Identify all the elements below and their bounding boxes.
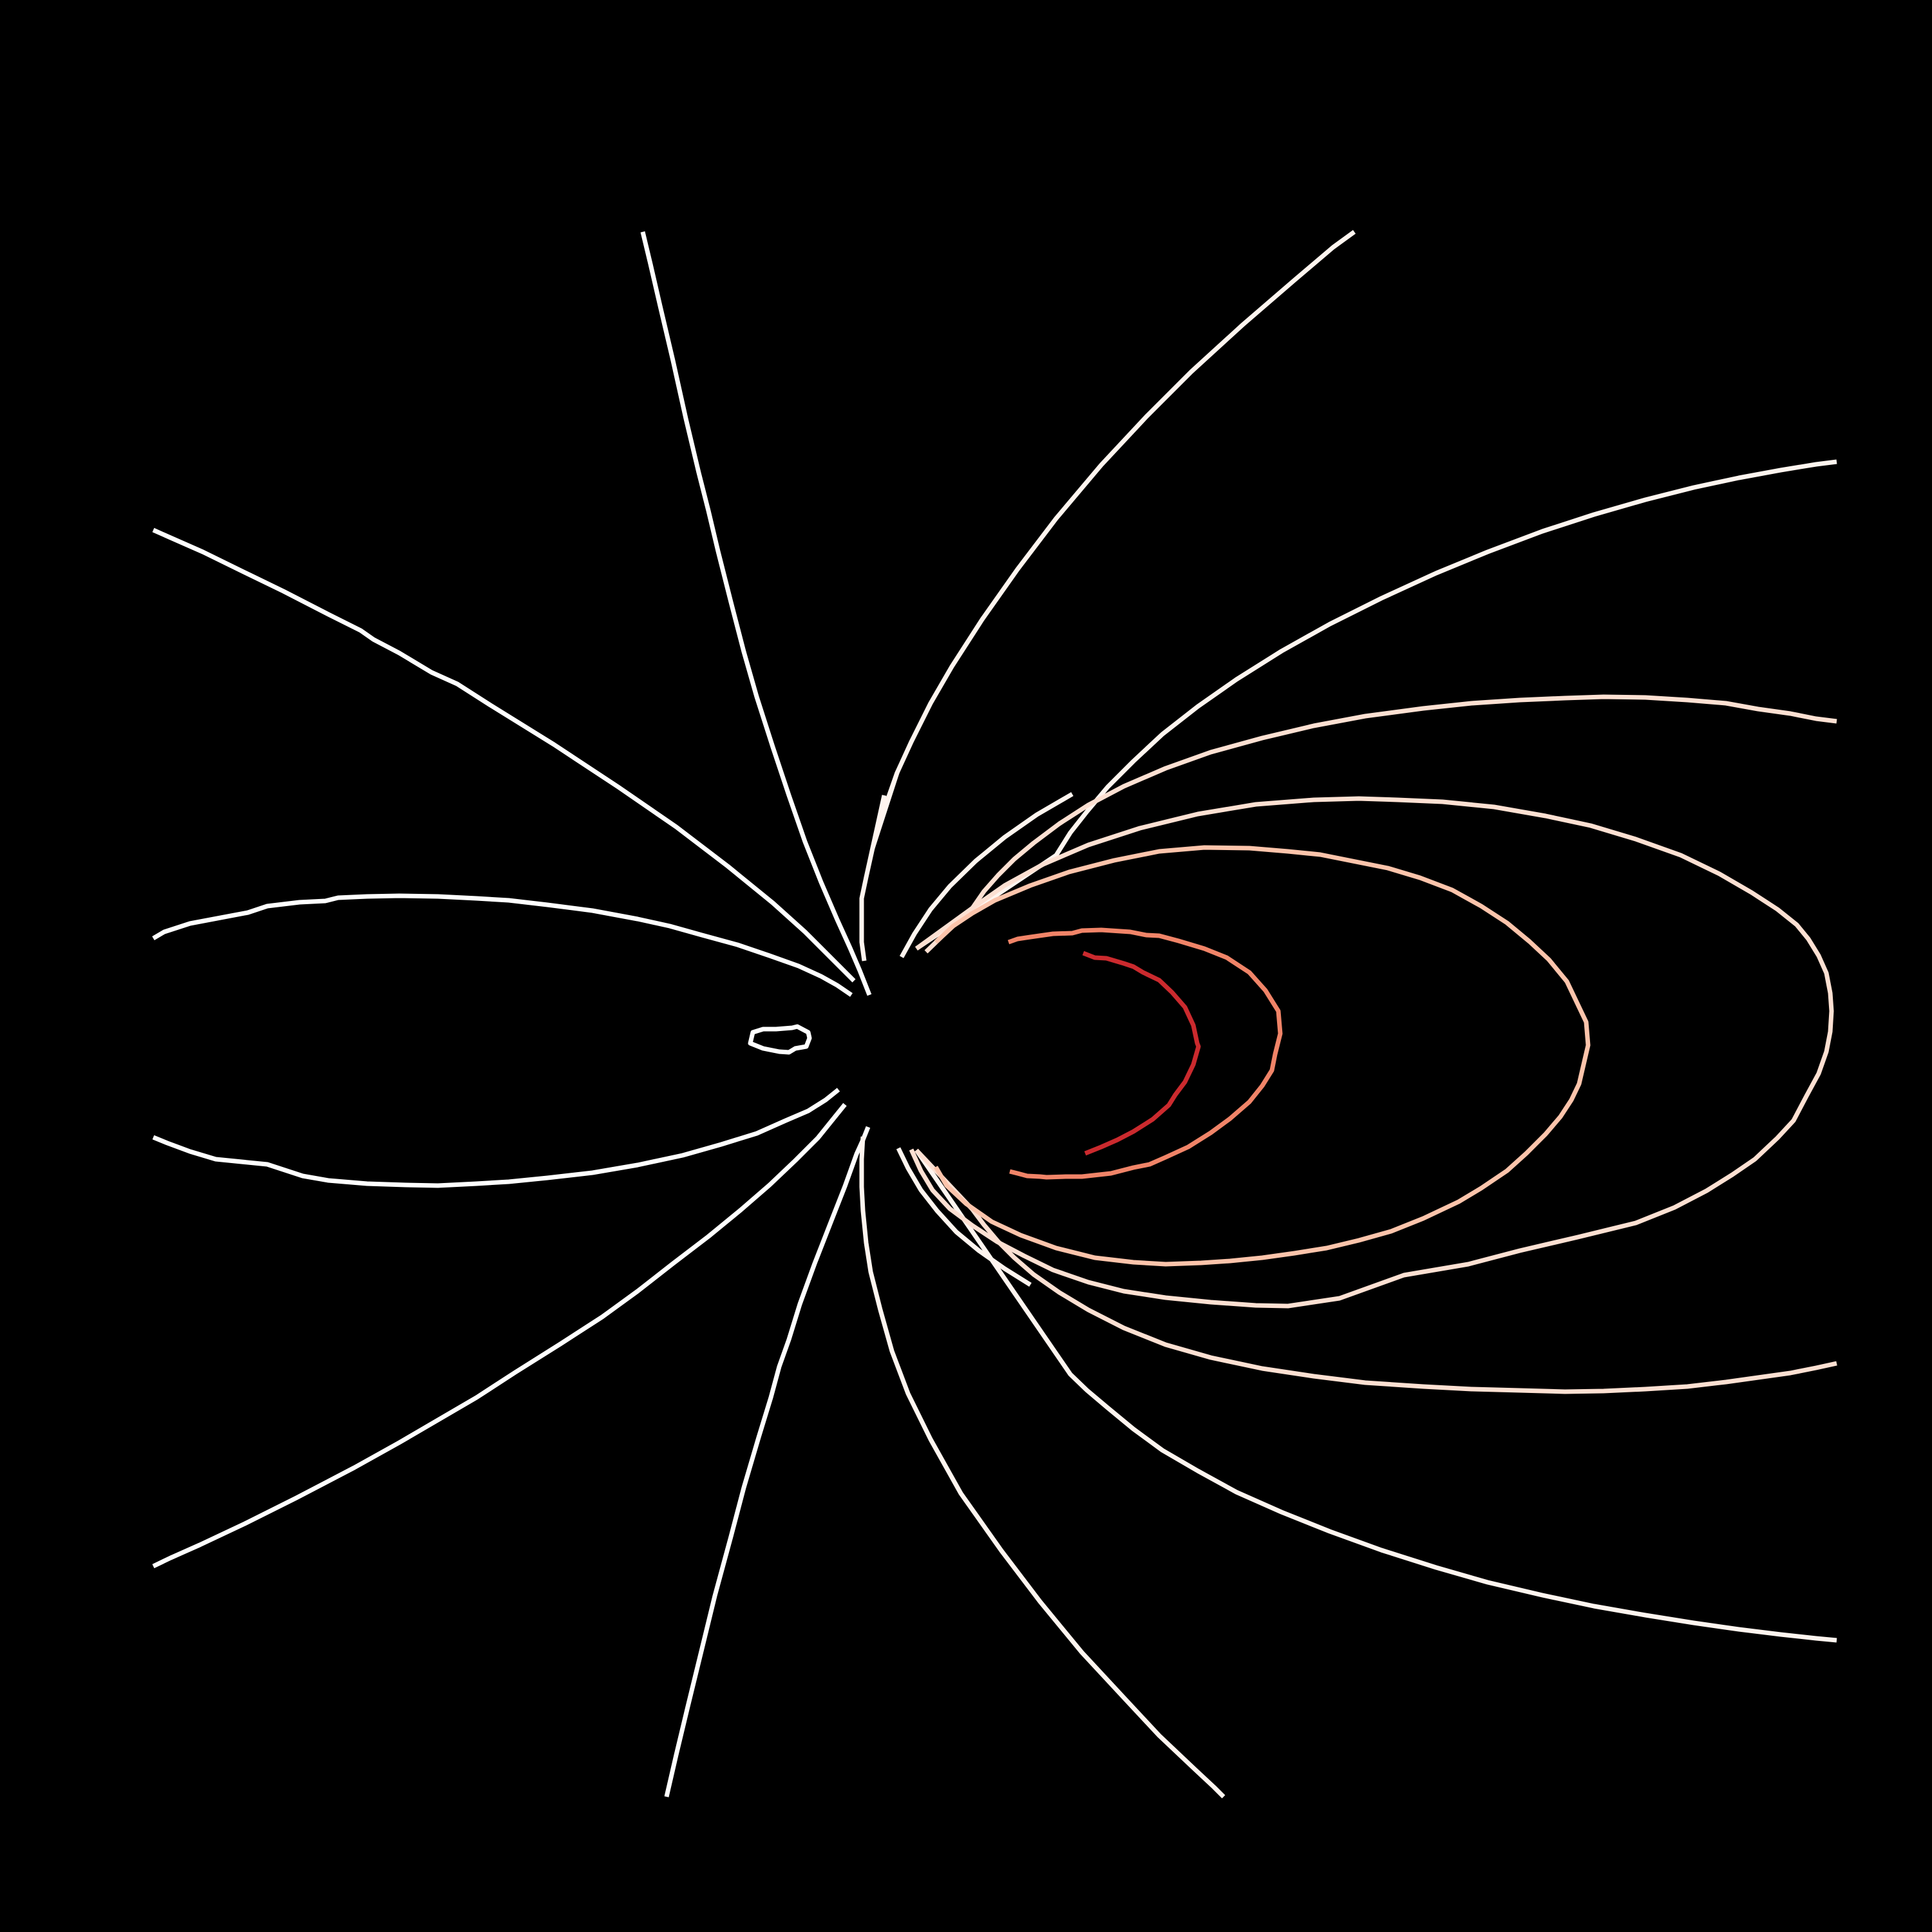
field-line-small-loop (748, 1024, 812, 1055)
field-line-left-lower (152, 1088, 840, 1188)
field-line-center-stub-b (896, 1147, 1032, 1287)
field-line-right-open-lower-2 (914, 1148, 1837, 1394)
field-line-right-open-upper-2 (914, 694, 1837, 951)
field-line-closed-loop-middle (933, 845, 1591, 1267)
field-line-lower-right-diagonal (859, 1136, 1226, 1799)
field-line-lower-left-diagonal (152, 1103, 847, 1569)
field-line-upper-right-diagonal-lower-part (859, 772, 900, 961)
field-line-inner-salmon (1007, 927, 1283, 1180)
field-line-left-upper (152, 893, 853, 997)
field-line-closed-loop-outer (909, 796, 1834, 1309)
field-line-upper-left-diagonal (152, 527, 856, 983)
field-line-upper-right-diagonal (870, 230, 1356, 851)
field-line-upper-vertical (640, 231, 872, 996)
field-line-lower-vertical (664, 1126, 871, 1797)
field-line-center-stub-a (899, 791, 1074, 958)
field-line-right-open-lower-1 (914, 1149, 1837, 1643)
field-line-inner-crimson (1082, 951, 1201, 1156)
